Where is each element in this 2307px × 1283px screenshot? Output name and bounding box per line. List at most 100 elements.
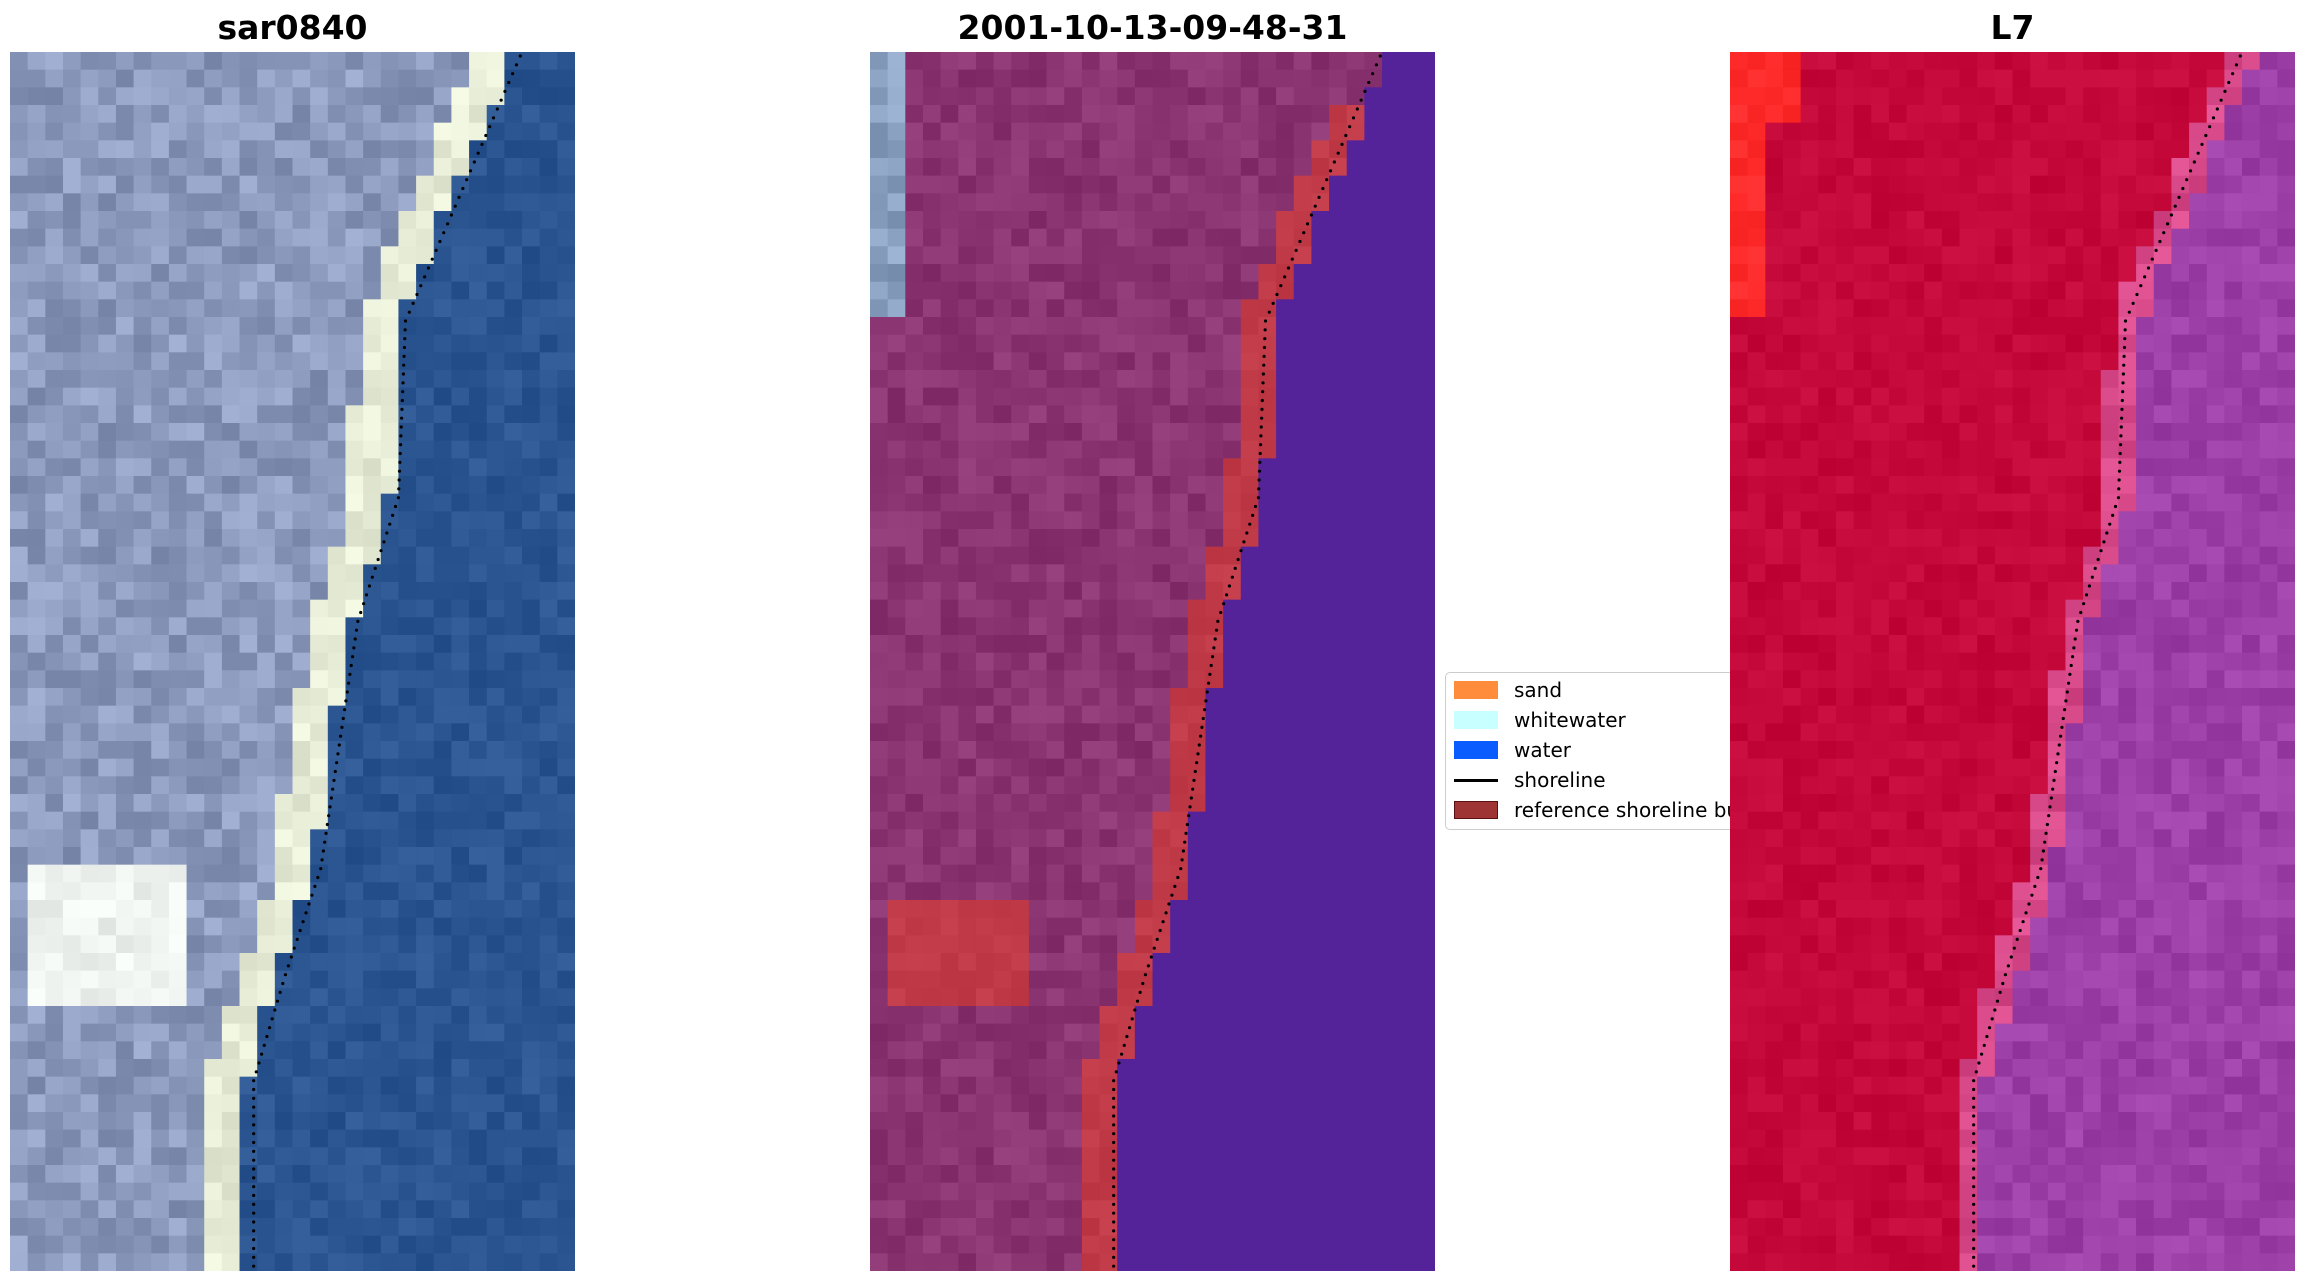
- image-pixel: [257, 1059, 276, 1078]
- image-pixel: [327, 264, 347, 283]
- image-pixel: [27, 847, 46, 866]
- image-pixel: [186, 1041, 205, 1060]
- image-pixel: [98, 405, 117, 424]
- image-pixel: [1170, 864, 1189, 883]
- image-pixel: [940, 1147, 959, 1166]
- image-pixel: [940, 917, 959, 936]
- image-pixel: [922, 829, 942, 848]
- image-pixel: [310, 281, 329, 300]
- image-pixel: [469, 652, 488, 671]
- shoreline-point: [401, 390, 405, 394]
- shoreline-point: [426, 266, 431, 270]
- image-pixel: [922, 564, 942, 583]
- image-pixel: [887, 617, 906, 636]
- image-pixel: [1187, 935, 1207, 954]
- image-pixel: [1800, 211, 1819, 230]
- image-pixel: [1081, 193, 1101, 212]
- image-pixel: [1399, 546, 1418, 565]
- image-pixel: [1293, 1041, 1313, 1060]
- image-pixel: [380, 1253, 400, 1271]
- shoreline-point: [349, 663, 353, 668]
- image-pixel: [1064, 582, 1083, 601]
- image-pixel: [1134, 1076, 1154, 1095]
- image-pixel: [363, 52, 382, 71]
- image-pixel: [1382, 511, 1401, 530]
- image-pixel: [1046, 723, 1065, 742]
- image-pixel: [363, 670, 382, 689]
- image-pixel: [80, 635, 99, 654]
- image-pixel: [151, 299, 170, 318]
- image-pixel: [1417, 352, 1435, 371]
- image-pixel: [1152, 1094, 1171, 1113]
- image-pixel: [1258, 317, 1277, 336]
- shoreline-point: [1259, 425, 1263, 429]
- image-pixel: [1293, 705, 1313, 724]
- shoreline-point: [270, 1017, 274, 1021]
- image-pixel: [1240, 917, 1260, 936]
- image-pixel: [345, 1076, 364, 1095]
- image-pixel: [398, 158, 417, 177]
- image-pixel: [1240, 582, 1260, 601]
- image-pixel: [1011, 705, 1030, 724]
- image-pixel: [221, 264, 241, 283]
- image-pixel: [433, 900, 453, 919]
- image-pixel: [363, 705, 382, 724]
- image-pixel: [221, 69, 241, 88]
- image-pixel: [10, 758, 29, 777]
- image-pixel: [416, 246, 435, 265]
- image-pixel: [27, 458, 46, 477]
- image-pixel: [1099, 529, 1118, 548]
- image-pixel: [10, 387, 29, 406]
- image-pixel: [133, 1076, 152, 1095]
- image-pixel: [1223, 1112, 1242, 1131]
- image-pixel: [486, 299, 505, 318]
- image-pixel: [1382, 758, 1401, 777]
- image-pixel: [10, 1023, 29, 1042]
- image-pixel: [327, 847, 347, 866]
- image-pixel: [151, 970, 170, 989]
- image-pixel: [1099, 1059, 1118, 1078]
- image-pixel: [1329, 864, 1348, 883]
- image-pixel: [870, 1094, 889, 1113]
- image-pixel: [539, 741, 558, 760]
- image-pixel: [1170, 1147, 1189, 1166]
- image-pixel: [98, 953, 117, 972]
- image-pixel: [1064, 299, 1083, 318]
- image-pixel: [2259, 105, 2278, 124]
- image-pixel: [80, 511, 99, 530]
- image-pixel: [1417, 211, 1435, 230]
- image-pixel: [398, 970, 417, 989]
- image-pixel: [1046, 511, 1065, 530]
- shoreline-point: [1305, 222, 1310, 226]
- image-pixel: [1223, 1059, 1242, 1078]
- panel-title-classification: 2001-10-13-09-48-31: [957, 8, 1348, 47]
- image-pixel: [345, 776, 364, 795]
- shoreline-point: [388, 522, 392, 526]
- image-pixel: [2153, 140, 2173, 159]
- image-pixel: [257, 264, 276, 283]
- image-pixel: [416, 882, 435, 901]
- image-pixel: [151, 705, 170, 724]
- image-pixel: [539, 87, 558, 106]
- image-pixel: [2206, 69, 2225, 88]
- image-pixel: [1417, 564, 1435, 583]
- image-pixel: [2171, 122, 2190, 141]
- image-pixel: [870, 741, 889, 760]
- image-pixel: [975, 811, 995, 830]
- image-pixel: [887, 1182, 906, 1201]
- image-pixel: [292, 493, 311, 512]
- image-pixel: [345, 1253, 364, 1271]
- image-pixel: [1223, 370, 1242, 389]
- image-pixel: [1747, 52, 1766, 71]
- image-pixel: [905, 794, 924, 813]
- image-pixel: [27, 1235, 46, 1254]
- image-pixel: [1382, 122, 1401, 141]
- shoreline-point: [1355, 107, 1359, 111]
- image-pixel: [504, 228, 523, 247]
- image-pixel: [98, 776, 117, 795]
- image-pixel: [539, 953, 558, 972]
- image-pixel: [433, 1112, 453, 1131]
- image-pixel: [958, 599, 977, 618]
- image-pixel: [1399, 1059, 1418, 1078]
- shoreline-point: [411, 301, 415, 305]
